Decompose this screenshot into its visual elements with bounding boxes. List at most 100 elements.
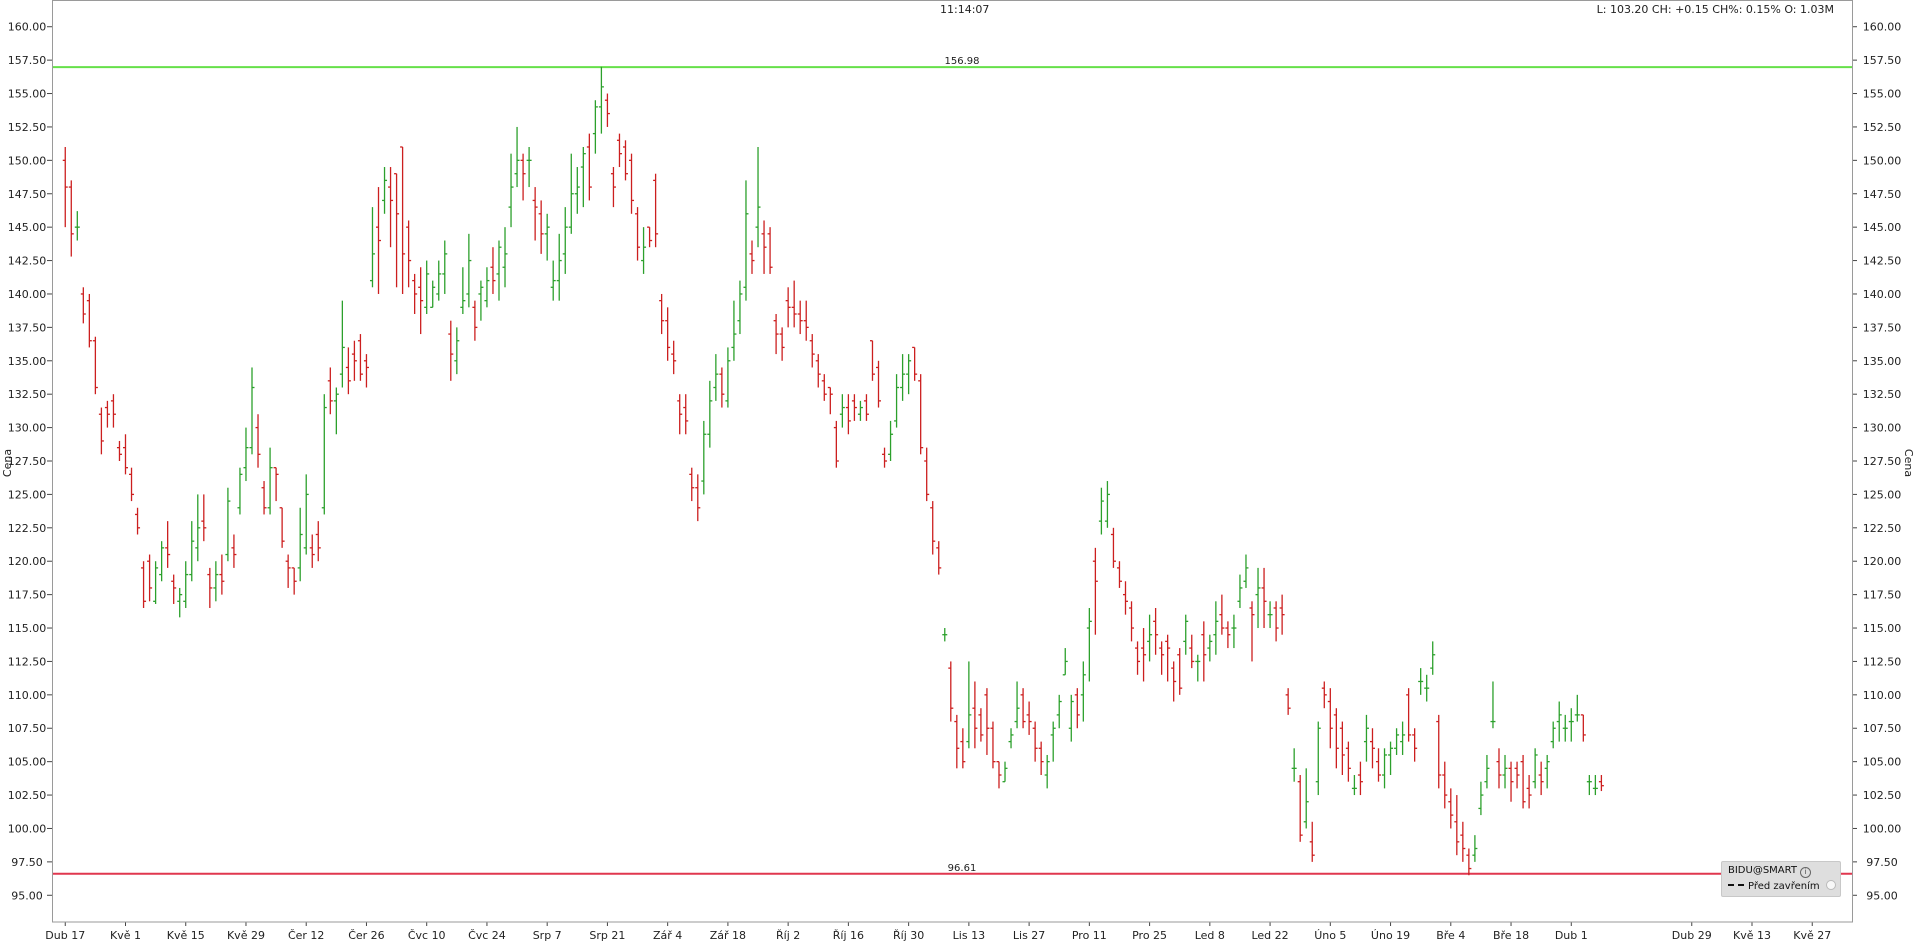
x-tick-label: Kvě 15	[167, 929, 205, 942]
ohlc-bar	[641, 227, 647, 274]
ohlc-bar	[454, 327, 460, 375]
ohlc-bar	[1195, 654, 1201, 682]
ohlc-bar	[249, 367, 255, 455]
ohlc-bar	[1129, 601, 1135, 642]
ohlc-bar	[906, 354, 912, 395]
ohlc-bar	[1466, 848, 1472, 876]
y-tick-label: 122.50	[8, 522, 47, 535]
ohlc-bar	[629, 153, 635, 214]
ohlc-bar	[321, 394, 327, 515]
y-tick-label: 115.00	[8, 622, 47, 635]
ohlc-bar	[183, 561, 189, 608]
y-tick-label: 95.00	[1866, 889, 1898, 902]
ohlc-bars	[62, 66, 1604, 876]
ohlc-bar	[1122, 581, 1128, 615]
y-axis-left: 95.00 97.50 100.00 102.50 105.00 107.50 110.00…	[8, 21, 52, 902]
ohlc-bar	[755, 146, 761, 248]
ohlc-bar	[1556, 701, 1562, 742]
ohlc-bar	[1291, 748, 1297, 782]
ohlc-bar	[1279, 594, 1285, 635]
ohlc-bar	[1496, 748, 1502, 789]
ohlc-bar	[761, 220, 767, 274]
ohlc-bar	[1514, 761, 1520, 789]
ohlc-bar	[1050, 721, 1056, 762]
ohlc-bar	[803, 300, 809, 341]
y-tick-label: 100.00	[8, 822, 47, 835]
ohlc-bar	[713, 354, 719, 401]
ohlc-bar	[1249, 601, 1255, 662]
ohlc-bar	[207, 567, 213, 608]
ohlc-bar	[1436, 714, 1442, 789]
y-tick-label: 112.50	[8, 655, 47, 668]
ohlc-bar	[1032, 721, 1038, 762]
y-tick-label: 107.50	[1863, 722, 1902, 735]
ohlc-bar	[1237, 574, 1243, 608]
legend-series: Před zavřením	[1728, 880, 1836, 892]
ohlc-bar	[1038, 741, 1044, 776]
price-level-label: 96.61	[948, 863, 977, 874]
ohlc-bar	[369, 207, 375, 288]
ohlc-bar	[671, 340, 677, 375]
ohlc-bar	[104, 400, 110, 428]
ohlc-bar	[1568, 708, 1574, 742]
y-tick-label: 117.50	[8, 589, 47, 602]
ohlc-bar	[1303, 768, 1309, 829]
ohlc-bar	[1201, 621, 1207, 682]
ohlc-bar	[809, 334, 815, 368]
y-tick-label: 127.50	[8, 455, 47, 468]
ohlc-bar	[888, 420, 894, 461]
ohlc-bar	[201, 494, 207, 542]
ohlc-bar	[1231, 614, 1237, 649]
ohlc-bar	[1026, 701, 1032, 735]
clock-time: 11:14:07	[940, 3, 990, 16]
ohlc-bar	[303, 474, 309, 555]
y-tick-label: 157.50	[1863, 54, 1902, 67]
x-tick-label: Led 22	[1251, 929, 1288, 942]
ohlc-bar	[442, 240, 448, 294]
horizontal-price-lines[interactable]: 156.98 96.61	[52, 56, 1852, 875]
ohlc-bar	[791, 280, 797, 328]
ohlc-bar	[472, 300, 478, 341]
ohlc-bar	[490, 247, 496, 294]
y-tick-label: 160.00	[1863, 21, 1902, 34]
ohlc-bar	[683, 394, 689, 435]
ohlc-bar	[177, 587, 183, 618]
ohlc-bar	[604, 93, 610, 127]
x-tick-label: Dub 17	[45, 929, 85, 942]
ohlc-bar	[1014, 681, 1020, 729]
ohlc-bar	[1177, 648, 1183, 695]
y-tick-label: 110.00	[8, 689, 47, 702]
ohlc-bar	[876, 360, 882, 408]
x-tick-label: Říj 2	[776, 929, 800, 942]
ohlc-bar	[116, 440, 122, 461]
series-toggle[interactable]	[1825, 880, 1836, 890]
ohlc-bar	[689, 467, 695, 502]
x-tick-label: Čer 12	[288, 929, 324, 942]
ohlc-bar	[86, 293, 92, 348]
ohlc-bar	[894, 374, 900, 428]
ohlc-bar	[309, 534, 315, 568]
y-tick-label: 132.50	[8, 388, 47, 401]
ohlc-bar	[1442, 761, 1448, 809]
ohlc-bar	[333, 387, 339, 435]
chart-legend[interactable]: BIDU@SMART i Před zavřením	[1721, 861, 1841, 897]
y-tick-label: 102.50	[1863, 789, 1902, 802]
x-tick-label: Bře 4	[1436, 929, 1465, 942]
ohlc-bar	[1159, 641, 1165, 675]
ohlc-bar	[900, 354, 906, 401]
y-tick-label: 97.50	[1866, 856, 1898, 869]
x-tick-label: Srp 7	[533, 929, 562, 942]
ohlc-bar	[261, 481, 267, 515]
ohlc-bar	[1002, 761, 1008, 783]
ohlc-bar	[622, 140, 628, 181]
ohlc-bar	[863, 394, 869, 421]
y-tick-label: 102.50	[8, 789, 47, 802]
ohlc-bar	[502, 227, 508, 288]
ohlc-bar	[556, 233, 562, 301]
ohlc-bar	[1219, 594, 1225, 635]
ohlc-bar	[339, 300, 345, 388]
ohlc-bar	[1574, 694, 1580, 722]
contract-info-icon[interactable]: i	[1799, 867, 1811, 878]
ohlc-bar	[1225, 621, 1231, 649]
